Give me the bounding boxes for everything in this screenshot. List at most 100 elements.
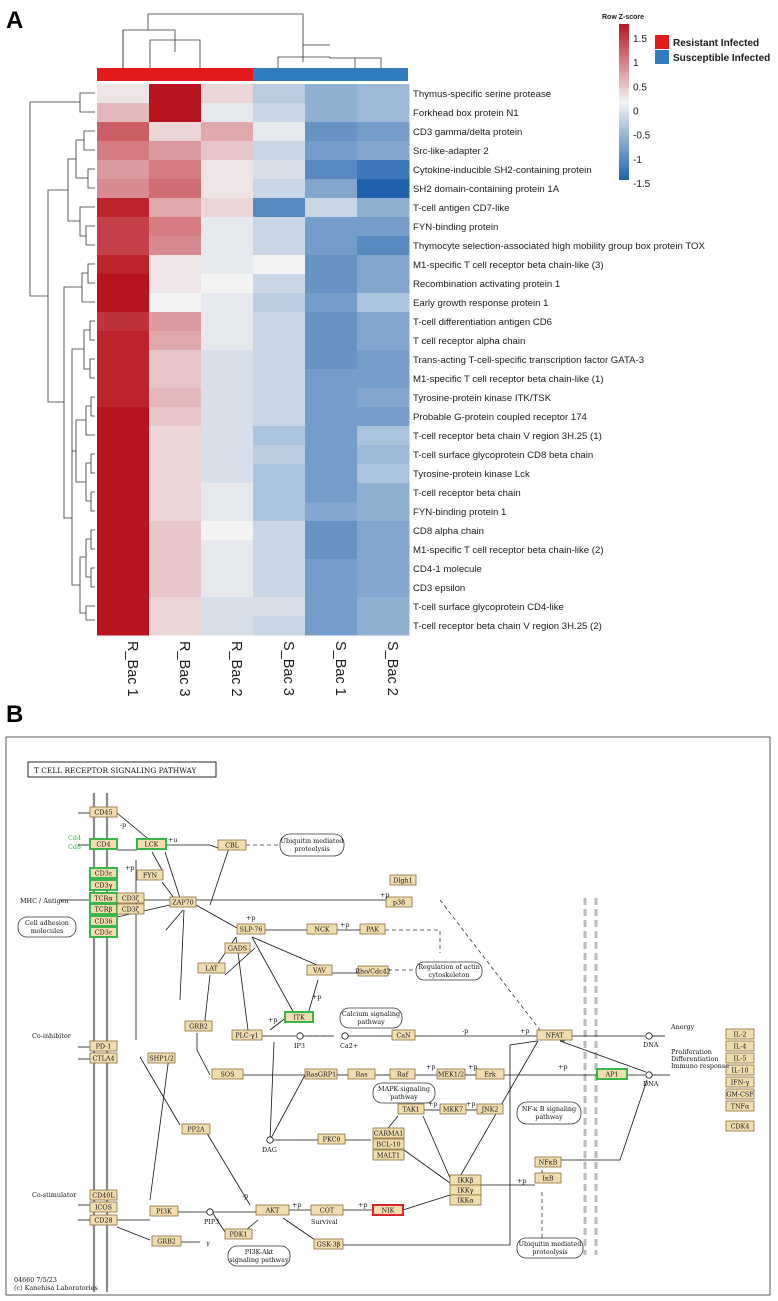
heatmap-cell (97, 616, 150, 636)
heatmap-cell (253, 236, 306, 256)
heatmap-cell (357, 141, 410, 161)
pathway-node-cd3z2: CD3ζ (116, 903, 145, 915)
dendro-row-19 (63, 286, 82, 519)
pathway-node-box (306, 923, 338, 935)
heatmap-cell (201, 559, 254, 579)
pathway-node-label: MALT1 (377, 1152, 400, 1160)
heatmap-cell (97, 293, 150, 313)
pathway-node-raf: Raf (389, 1068, 416, 1080)
dna1-label: DNA (643, 1041, 659, 1049)
nfkb-path-label-1: NF-κ B signaling (522, 1105, 576, 1113)
p-label-12: +p (428, 1100, 437, 1108)
heatmap-cell (149, 616, 202, 636)
cell-adhesion-label-1: Cell adhesion (25, 919, 69, 927)
pathway-node-box (397, 1103, 425, 1115)
pathway-node-label: NFκB (539, 1159, 558, 1167)
ubiq1-label-1: Ubiquitin mediated (281, 837, 344, 845)
legend-label-susceptible: Susceptible Infected (673, 53, 770, 64)
legend-tick-label: 0.5 (633, 82, 647, 93)
heatmap-cell (253, 426, 306, 446)
heatmap-cell (357, 597, 410, 617)
heatmap-cell (149, 160, 202, 180)
heatmap-cell (305, 559, 358, 579)
heatmap-cell (149, 559, 202, 579)
pathway-node-pi3k: PI3K (149, 1205, 179, 1217)
p-label-13: +p (466, 1100, 475, 1108)
legend-swatch-resistant (655, 35, 669, 49)
heatmap-cell (253, 559, 306, 579)
pathway-node-label: PKCθ (323, 1136, 341, 1144)
heatmap-cell (357, 483, 410, 503)
p-label-6: +p (312, 993, 321, 1001)
heatmap-cell (149, 464, 202, 484)
pathway-node-malt1: MALT1 (372, 1149, 405, 1161)
pathway-node-label: Ras (355, 1071, 367, 1079)
pathway-node-label: GRB2 (157, 1238, 176, 1246)
pathway-node-label: TCRα (94, 895, 113, 903)
pathway-node-plcg1: PLC-γ1 (231, 1029, 263, 1041)
u-label-1: +u (168, 836, 177, 844)
dendro-row-9 (89, 320, 95, 379)
heatmap-cell (305, 255, 358, 275)
pathway-node-box (313, 1238, 344, 1250)
heatmap-cell (97, 578, 150, 598)
pathway-node-box (284, 1011, 314, 1023)
pathway-node-tcra: TCRα (89, 892, 118, 904)
pathway-node-box (357, 965, 389, 977)
dendro-row-18 (71, 348, 84, 586)
group-bar-susceptible (253, 68, 408, 81)
heatmap-cell (253, 217, 306, 237)
pathway-node-box (136, 869, 164, 881)
heatmap-cell (305, 274, 358, 294)
pathway-node-ras: Ras (347, 1068, 376, 1080)
pathway-node-shp12: SHP1/2 (147, 1052, 176, 1064)
pi3k-akt-label-1: PI3K-Akt (245, 1248, 274, 1256)
heatmap-cell (305, 540, 358, 560)
heatmap-cell (97, 84, 150, 104)
dendro-row-5 (85, 225, 95, 246)
heatmap-cell (305, 502, 358, 522)
pathway-text-labels: Cd4 Cd8 MHC / Antigen Co-inhibitor Co-st… (20, 821, 729, 1247)
pathway-title-box (27, 761, 217, 778)
panel-a-letter: A (6, 7, 23, 34)
heatmap-cell (201, 160, 254, 180)
pathway-node-box (372, 1149, 405, 1161)
pathway-node-label: Erk (484, 1071, 496, 1079)
pathway-node-label: COT (320, 1207, 335, 1215)
pathway-node-rhocdc42: Rho/Cdc42 (355, 965, 391, 977)
heatmap-cell (97, 369, 150, 389)
pathway-node-box (211, 1068, 244, 1080)
heatmap-cell (201, 217, 254, 237)
legend-scale-title: Row Z-score (602, 14, 644, 21)
heatmap-cell (357, 331, 410, 351)
row-label: CD3 epsilon (413, 583, 465, 594)
heatmap-cell (253, 540, 306, 560)
pathway-node-box (725, 1028, 755, 1040)
pi3k-akt-pill (227, 1245, 291, 1267)
pathway-node-nfat: NFAT (536, 1029, 573, 1041)
heatmap-cell (149, 236, 202, 256)
heatmap-cell (149, 122, 202, 142)
pathway-node-ikkb: IKKβ (449, 1174, 482, 1186)
gamma-label: γ (206, 1239, 210, 1247)
heatmap-cell (201, 236, 254, 256)
heatmap-cell (305, 141, 358, 161)
heatmap-cell (97, 141, 150, 161)
pathway-node-il4: IL-4 (725, 1040, 755, 1052)
row-label: Forkhead box protein N1 (413, 108, 519, 119)
cd8-side-label: Cd8 (68, 843, 81, 851)
pathway-node-slp76: SLP-76 (236, 923, 266, 935)
dendro-row-2 (83, 130, 95, 151)
pathway-node-pak: PAK (359, 923, 386, 935)
cd4-side-label: Cd4 (68, 834, 81, 842)
heatmap-cell (201, 616, 254, 636)
dendro-row-1 (79, 92, 95, 113)
actin-label-2: cytoskeleton (429, 971, 470, 979)
pathway-node-box (725, 1120, 755, 1132)
dendro-row-14 (90, 529, 95, 588)
pathway-node-box (389, 874, 417, 886)
row-label: Recombination activating protein 1 (413, 279, 560, 290)
pathway-node-label: GRB2 (189, 1023, 208, 1031)
pathway-node-label: CBL (225, 842, 240, 850)
co-inhibitor-label: Co-inhibitor (32, 1032, 72, 1040)
